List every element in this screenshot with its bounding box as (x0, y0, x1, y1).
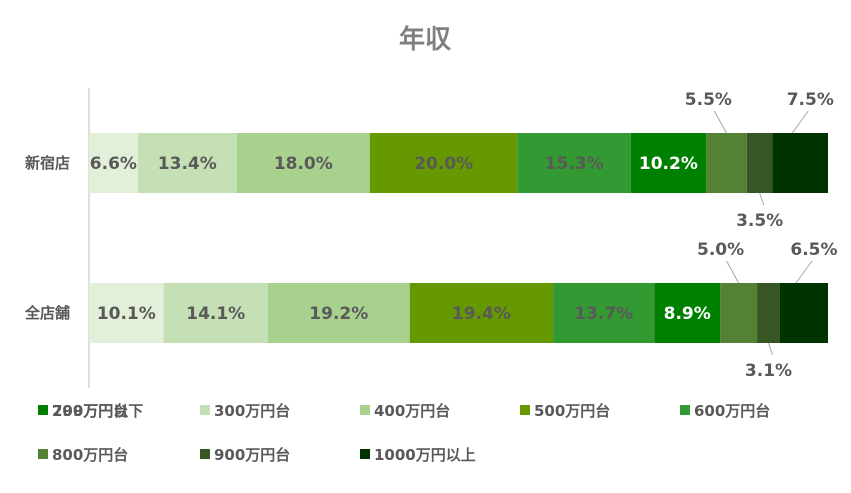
legend-label: 299万円以下 (52, 402, 143, 420)
bar-segment (746, 133, 773, 193)
legend-swatch (38, 449, 48, 459)
legend-swatch (200, 449, 210, 459)
data-label: 15.3% (545, 154, 604, 174)
legend-swatch (680, 405, 690, 415)
legend-item: 700万円台 (38, 402, 128, 420)
bar-segment (163, 283, 268, 343)
bar-row: 新宿店 6.6% 13.4% 18.0% 20.0% 15.3% 10.2% 5.5% 3.5%… (25, 90, 834, 231)
category-label: 新宿店 (25, 154, 70, 172)
legend-label: 300万円台 (214, 402, 290, 420)
bar-segment (772, 133, 828, 193)
data-label: 3.5% (736, 211, 783, 231)
bar-segment (630, 133, 707, 193)
plot-area: 新宿店 6.6% 13.4% 18.0% 20.0% 15.3% 10.2% 5.5% 3.5%… (24, 90, 838, 381)
leader-line (759, 192, 765, 206)
data-label: 13.7% (574, 304, 633, 324)
data-label: 13.4% (158, 154, 217, 174)
data-label: 19.2% (309, 304, 368, 324)
bar-segment (267, 283, 410, 343)
bar-segment (720, 283, 758, 343)
leader-line (791, 110, 809, 134)
bar-segment (89, 283, 164, 343)
bar-segment (517, 133, 631, 193)
data-label: 5.0% (697, 240, 744, 260)
data-label: 18.0% (274, 154, 333, 174)
data-label: 10.1% (97, 304, 156, 324)
data-label: 5.5% (685, 90, 732, 110)
legend: 299万円以下 300万円台 400万円台 500万円台 600万円台 700万円台 800… (38, 402, 770, 464)
legend-label: 700万円台 (52, 402, 128, 420)
data-label: 8.9% (664, 304, 711, 324)
legend-label: 800万円台 (52, 446, 128, 464)
data-label: 7.5% (787, 90, 834, 110)
bar-segment (369, 133, 518, 193)
bar-segment (706, 133, 747, 193)
category-label: 全店舗 (24, 304, 70, 322)
leader-line (713, 110, 727, 134)
bar-segment (757, 283, 780, 343)
legend-item: 300万円台 (200, 402, 290, 420)
legend-swatch (200, 405, 210, 415)
bar-segment (409, 283, 554, 343)
legend-swatch (360, 405, 370, 415)
legend-label: 400万円台 (374, 402, 450, 420)
leader-line (795, 260, 813, 284)
bar-segment (779, 283, 828, 343)
data-label: 14.1% (186, 304, 245, 324)
legend-item: 500万円台 (520, 402, 610, 420)
data-label: 6.6% (90, 154, 137, 174)
legend-item: 900万円台 (200, 446, 290, 464)
legend-label: 600万円台 (694, 402, 770, 420)
legend-item: 800万円台 (38, 446, 128, 464)
legend-swatch (360, 449, 370, 459)
leader-line (768, 342, 773, 356)
legend-item: 600万円台 (680, 402, 770, 420)
legend-item: 1000万円以上 (360, 446, 476, 464)
data-label: 10.2% (639, 154, 698, 174)
legend-label: 1000万円以上 (374, 446, 476, 464)
leader-line (726, 260, 740, 284)
bar-segment (236, 133, 370, 193)
bar-row: 全店舗 10.1% 14.1% 19.2% 19.4% 13.7% 8.9% 5.0% 3.1%… (24, 240, 838, 381)
bar-segment (137, 133, 237, 193)
data-label: 20.0% (414, 154, 473, 174)
legend-label: 900万円台 (214, 446, 290, 464)
data-label: 6.5% (790, 240, 837, 260)
bar-segment (89, 133, 138, 193)
bar-segment (553, 283, 655, 343)
data-label: 3.1% (745, 361, 792, 381)
data-label: 19.4% (452, 304, 511, 324)
bar-segment (654, 283, 721, 343)
legend-item: 400万円台 (360, 402, 450, 420)
chart-title: 年収 (399, 24, 452, 55)
legend-swatch (520, 405, 530, 415)
legend-swatch (38, 405, 48, 415)
legend-label: 500万円台 (534, 402, 610, 420)
